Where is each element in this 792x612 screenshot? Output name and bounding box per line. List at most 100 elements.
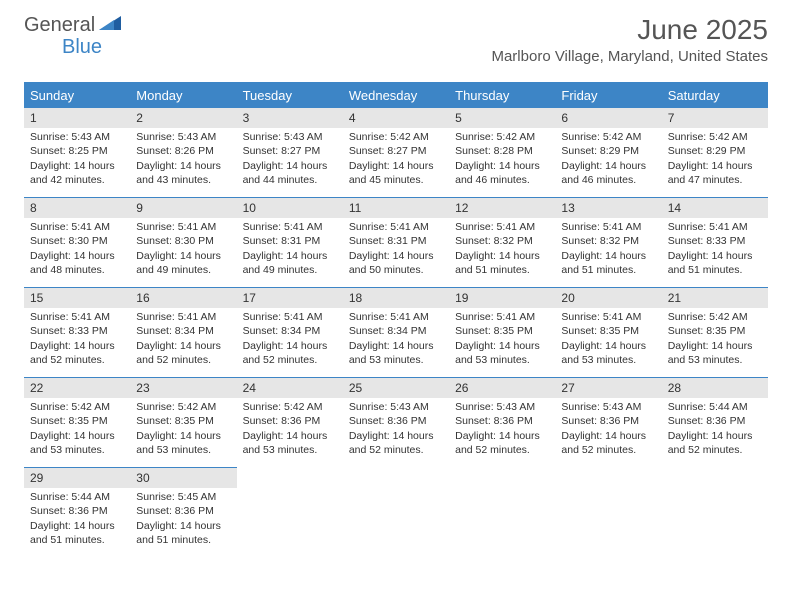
sunrise-line: Sunrise: 5:41 AM	[243, 310, 337, 324]
day-number: 26	[449, 377, 555, 398]
sunrise-line: Sunrise: 5:41 AM	[561, 220, 655, 234]
daylight-line: Daylight: 14 hours and 52 minutes.	[668, 429, 762, 457]
weekday-header: Tuesday	[237, 83, 343, 107]
day-body: Sunrise: 5:41 AMSunset: 8:30 PMDaylight:…	[130, 218, 236, 283]
day-number: 20	[555, 287, 661, 308]
calendar-day-cell: 30Sunrise: 5:45 AMSunset: 8:36 PMDayligh…	[130, 467, 236, 557]
daylight-line: Daylight: 14 hours and 44 minutes.	[243, 159, 337, 187]
sunset-line: Sunset: 8:33 PM	[668, 234, 762, 248]
weekday-header: Monday	[130, 83, 236, 107]
daylight-line: Daylight: 14 hours and 45 minutes.	[349, 159, 443, 187]
day-body: Sunrise: 5:42 AMSunset: 8:35 PMDaylight:…	[130, 398, 236, 463]
sunset-line: Sunset: 8:36 PM	[30, 504, 124, 518]
day-number: 8	[24, 197, 130, 218]
sunset-line: Sunset: 8:35 PM	[668, 324, 762, 338]
calendar-day-cell: 14Sunrise: 5:41 AMSunset: 8:33 PMDayligh…	[662, 197, 768, 287]
day-body: Sunrise: 5:41 AMSunset: 8:31 PMDaylight:…	[237, 218, 343, 283]
calendar-table: SundayMondayTuesdayWednesdayThursdayFrid…	[24, 82, 768, 557]
day-body: Sunrise: 5:41 AMSunset: 8:34 PMDaylight:…	[237, 308, 343, 373]
daylight-line: Daylight: 14 hours and 43 minutes.	[136, 159, 230, 187]
header: General Blue June 2025 Marlboro Village,…	[0, 0, 792, 78]
day-body: Sunrise: 5:41 AMSunset: 8:33 PMDaylight:…	[662, 218, 768, 283]
sunrise-line: Sunrise: 5:43 AM	[136, 130, 230, 144]
sunset-line: Sunset: 8:34 PM	[136, 324, 230, 338]
day-body: Sunrise: 5:44 AMSunset: 8:36 PMDaylight:…	[662, 398, 768, 463]
sunrise-line: Sunrise: 5:41 AM	[668, 220, 762, 234]
sunset-line: Sunset: 8:29 PM	[668, 144, 762, 158]
daylight-line: Daylight: 14 hours and 46 minutes.	[455, 159, 549, 187]
sunrise-line: Sunrise: 5:44 AM	[30, 490, 124, 504]
sunrise-line: Sunrise: 5:42 AM	[136, 400, 230, 414]
day-body: Sunrise: 5:41 AMSunset: 8:34 PMDaylight:…	[343, 308, 449, 373]
weekday-header: Sunday	[24, 83, 130, 107]
day-number: 5	[449, 107, 555, 128]
sunrise-line: Sunrise: 5:43 AM	[30, 130, 124, 144]
sunrise-line: Sunrise: 5:42 AM	[561, 130, 655, 144]
day-number: 28	[662, 377, 768, 398]
day-number: 9	[130, 197, 236, 218]
sunrise-line: Sunrise: 5:42 AM	[243, 400, 337, 414]
sunset-line: Sunset: 8:34 PM	[243, 324, 337, 338]
day-body: Sunrise: 5:42 AMSunset: 8:28 PMDaylight:…	[449, 128, 555, 193]
calendar-day-cell: 8Sunrise: 5:41 AMSunset: 8:30 PMDaylight…	[24, 197, 130, 287]
sunrise-line: Sunrise: 5:42 AM	[349, 130, 443, 144]
calendar-day-cell: 15Sunrise: 5:41 AMSunset: 8:33 PMDayligh…	[24, 287, 130, 377]
calendar-day-cell: 28Sunrise: 5:44 AMSunset: 8:36 PMDayligh…	[662, 377, 768, 467]
daylight-line: Daylight: 14 hours and 42 minutes.	[30, 159, 124, 187]
daylight-line: Daylight: 14 hours and 49 minutes.	[136, 249, 230, 277]
day-number: 16	[130, 287, 236, 308]
daylight-line: Daylight: 14 hours and 53 minutes.	[243, 429, 337, 457]
sunrise-line: Sunrise: 5:41 AM	[455, 220, 549, 234]
sunrise-line: Sunrise: 5:41 AM	[455, 310, 549, 324]
day-number: 1	[24, 107, 130, 128]
daylight-line: Daylight: 14 hours and 52 minutes.	[243, 339, 337, 367]
sunset-line: Sunset: 8:33 PM	[30, 324, 124, 338]
calendar-day-cell: 20Sunrise: 5:41 AMSunset: 8:35 PMDayligh…	[555, 287, 661, 377]
calendar-day-cell: 17Sunrise: 5:41 AMSunset: 8:34 PMDayligh…	[237, 287, 343, 377]
day-number: 30	[130, 467, 236, 488]
day-body: Sunrise: 5:42 AMSunset: 8:35 PMDaylight:…	[24, 398, 130, 463]
weekday-header: Thursday	[449, 83, 555, 107]
daylight-line: Daylight: 14 hours and 49 minutes.	[243, 249, 337, 277]
calendar-day-cell	[555, 467, 661, 557]
day-body: Sunrise: 5:41 AMSunset: 8:33 PMDaylight:…	[24, 308, 130, 373]
day-body: Sunrise: 5:41 AMSunset: 8:34 PMDaylight:…	[130, 308, 236, 373]
daylight-line: Daylight: 14 hours and 53 minutes.	[30, 429, 124, 457]
day-number: 10	[237, 197, 343, 218]
logo-triangle-icon	[99, 16, 121, 30]
calendar-week-row: 29Sunrise: 5:44 AMSunset: 8:36 PMDayligh…	[24, 467, 768, 557]
daylight-line: Daylight: 14 hours and 52 minutes.	[349, 429, 443, 457]
sunset-line: Sunset: 8:36 PM	[349, 414, 443, 428]
daylight-line: Daylight: 14 hours and 51 minutes.	[136, 519, 230, 547]
calendar-day-cell: 12Sunrise: 5:41 AMSunset: 8:32 PMDayligh…	[449, 197, 555, 287]
day-body: Sunrise: 5:43 AMSunset: 8:27 PMDaylight:…	[237, 128, 343, 193]
day-number: 12	[449, 197, 555, 218]
calendar-day-cell	[662, 467, 768, 557]
daylight-line: Daylight: 14 hours and 52 minutes.	[30, 339, 124, 367]
calendar-day-cell: 10Sunrise: 5:41 AMSunset: 8:31 PMDayligh…	[237, 197, 343, 287]
day-number: 15	[24, 287, 130, 308]
sunrise-line: Sunrise: 5:41 AM	[30, 220, 124, 234]
day-body: Sunrise: 5:41 AMSunset: 8:35 PMDaylight:…	[555, 308, 661, 373]
daylight-line: Daylight: 14 hours and 53 minutes.	[349, 339, 443, 367]
daylight-line: Daylight: 14 hours and 52 minutes.	[136, 339, 230, 367]
daylight-line: Daylight: 14 hours and 51 minutes.	[668, 249, 762, 277]
daylight-line: Daylight: 14 hours and 50 minutes.	[349, 249, 443, 277]
daylight-line: Daylight: 14 hours and 46 minutes.	[561, 159, 655, 187]
sunrise-line: Sunrise: 5:45 AM	[136, 490, 230, 504]
sunset-line: Sunset: 8:35 PM	[455, 324, 549, 338]
sunset-line: Sunset: 8:36 PM	[455, 414, 549, 428]
sunset-line: Sunset: 8:28 PM	[455, 144, 549, 158]
sunrise-line: Sunrise: 5:44 AM	[668, 400, 762, 414]
sunrise-line: Sunrise: 5:41 AM	[30, 310, 124, 324]
day-number: 13	[555, 197, 661, 218]
calendar-day-cell: 23Sunrise: 5:42 AMSunset: 8:35 PMDayligh…	[130, 377, 236, 467]
calendar-day-cell	[237, 467, 343, 557]
sunset-line: Sunset: 8:34 PM	[349, 324, 443, 338]
sunrise-line: Sunrise: 5:41 AM	[136, 220, 230, 234]
weekday-header: Wednesday	[343, 83, 449, 107]
sunset-line: Sunset: 8:31 PM	[349, 234, 443, 248]
weekday-header: Friday	[555, 83, 661, 107]
day-number: 22	[24, 377, 130, 398]
daylight-line: Daylight: 14 hours and 51 minutes.	[30, 519, 124, 547]
